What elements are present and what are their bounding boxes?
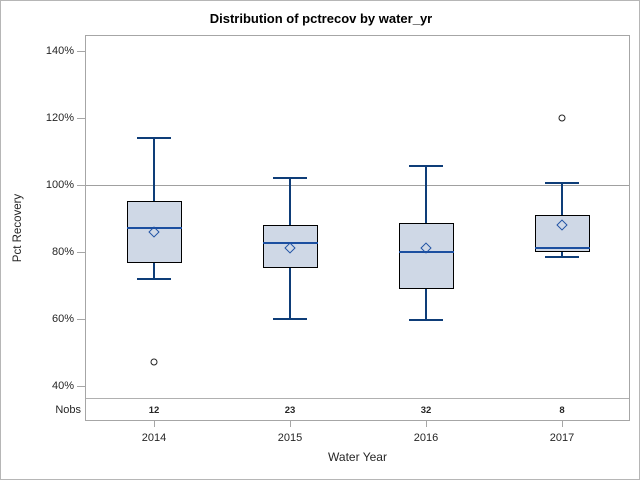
outlier-2017 xyxy=(558,114,566,122)
nobs-value-2017: 8 xyxy=(559,405,565,416)
whisker-cap-lower-2016 xyxy=(409,319,443,322)
plot-area: 140% 120% 100% 80% 60% 40% 2014 12 2015 23 2016 32 2… xyxy=(46,35,630,444)
y-axis-tick-label: 80% xyxy=(51,245,74,258)
y-axis-tick xyxy=(77,318,85,320)
reference-line-100pct xyxy=(86,184,629,186)
median-line-2014 xyxy=(126,227,182,230)
whisker-upper-2017 xyxy=(561,183,563,215)
nobs-value-2016: 32 xyxy=(420,405,432,416)
y-axis-tick xyxy=(77,385,85,387)
x-axis-title: Water Year xyxy=(328,450,387,464)
whisker-upper-2014 xyxy=(153,137,155,202)
whisker-upper-2015 xyxy=(289,178,291,225)
box-2016 xyxy=(398,223,454,289)
y-axis-tick-label: 60% xyxy=(51,312,74,325)
box-2015 xyxy=(262,224,318,269)
box-2017 xyxy=(534,214,590,252)
y-axis-tick xyxy=(77,117,85,119)
x-axis-label-2017: 2017 xyxy=(549,432,575,444)
nobs-separator-line xyxy=(86,398,629,399)
y-axis-tick-label: 140% xyxy=(45,44,74,57)
whisker-lower-2017 xyxy=(561,251,563,257)
y-axis-tick-label: 120% xyxy=(45,111,74,124)
whisker-cap-upper-2016 xyxy=(409,165,443,168)
whisker-cap-upper-2014 xyxy=(137,136,171,139)
x-axis-tick-2014 xyxy=(153,421,155,427)
nobs-row-label: Nobs xyxy=(55,404,81,416)
whisker-lower-2016 xyxy=(425,288,427,321)
x-axis-tick-2016 xyxy=(425,421,427,427)
whisker-cap-upper-2017 xyxy=(545,182,579,185)
median-line-2015 xyxy=(262,242,318,245)
whisker-lower-2014 xyxy=(153,263,155,279)
nobs-value-2014: 12 xyxy=(148,405,160,416)
x-axis-tick-2015 xyxy=(289,421,291,427)
whisker-upper-2016 xyxy=(425,166,427,224)
y-axis-tick-label: 40% xyxy=(51,379,74,392)
chart-title: Distribution of pctrecov by water_yr xyxy=(209,11,433,26)
x-axis-label-2014: 2014 xyxy=(141,432,167,444)
median-line-2016 xyxy=(398,250,454,253)
x-axis-tick-2017 xyxy=(561,421,563,427)
outlier-2014 xyxy=(150,358,158,366)
y-axis-tick xyxy=(77,251,85,253)
y-axis-tick xyxy=(77,50,85,52)
whisker-cap-upper-2015 xyxy=(273,177,307,179)
whisker-cap-lower-2014 xyxy=(137,277,171,280)
whisker-cap-lower-2015 xyxy=(273,317,307,320)
x-axis-label-2015: 2015 xyxy=(277,432,303,444)
y-axis-tick-label: 100% xyxy=(45,178,74,191)
y-axis-title: Pct Recovery xyxy=(12,193,24,263)
nobs-value-2015: 23 xyxy=(284,405,296,416)
median-line-2017 xyxy=(534,247,590,250)
x-axis-label-2016: 2016 xyxy=(413,432,439,444)
whisker-lower-2015 xyxy=(289,268,291,319)
box-2014 xyxy=(126,201,182,264)
y-axis-tick xyxy=(77,184,85,186)
whisker-cap-lower-2017 xyxy=(545,255,579,258)
